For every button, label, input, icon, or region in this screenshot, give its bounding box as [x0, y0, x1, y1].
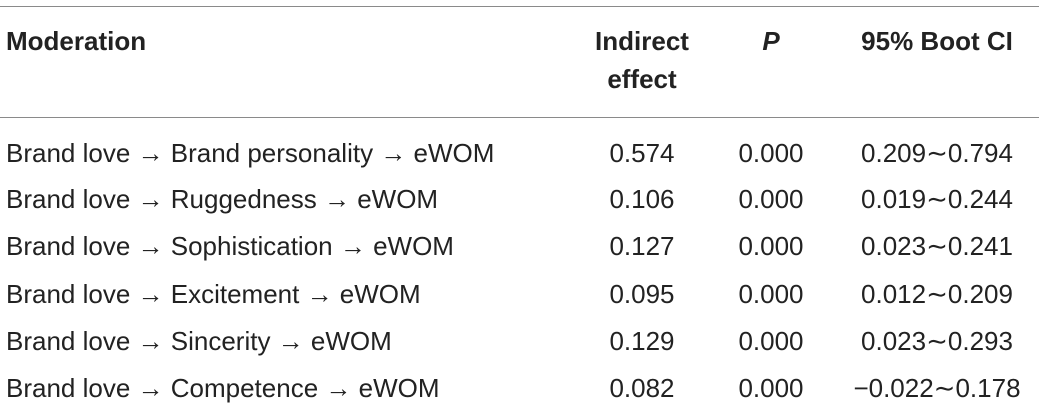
row-ci: 0.019∼0.244	[861, 184, 1013, 214]
header-indirect-effect: Indirect effect	[572, 22, 712, 98]
row-p: 0.000	[738, 373, 804, 403]
header-indirect-line2: effect	[607, 64, 677, 94]
row-moderation: Brand love → Brand personality → eWOM	[6, 138, 495, 168]
row-moderation: Brand love → Competence → eWOM	[6, 373, 440, 403]
header-moderation: Moderation	[6, 26, 147, 56]
header-ci: 95% Boot CI	[861, 26, 1013, 56]
row-indirect: 0.082	[609, 373, 675, 403]
row-moderation: Brand love → Sincerity → eWOM	[6, 326, 392, 356]
row-ci: 0.023∼0.241	[861, 231, 1013, 261]
row-p: 0.000	[738, 326, 804, 356]
row-indirect: 0.127	[609, 231, 675, 261]
row-p: 0.000	[738, 138, 804, 168]
row-moderation: Brand love → Ruggedness → eWOM	[6, 184, 439, 214]
table-top-rule	[0, 6, 1039, 7]
row-ci: 0.209∼0.794	[861, 138, 1013, 168]
row-p: 0.000	[738, 231, 804, 261]
header-indirect-line1: Indirect	[595, 26, 689, 56]
table-header-rule	[0, 117, 1039, 118]
row-indirect: 0.095	[609, 279, 675, 309]
row-p: 0.000	[738, 184, 804, 214]
row-ci: 0.023∼0.293	[861, 326, 1013, 356]
row-indirect: 0.574	[609, 138, 675, 168]
row-ci: −0.022∼0.178	[853, 373, 1021, 403]
row-indirect: 0.106	[609, 184, 675, 214]
row-moderation: Brand love → Sophistication → eWOM	[6, 231, 454, 261]
row-indirect: 0.129	[609, 326, 675, 356]
row-moderation: Brand love → Excitement → eWOM	[6, 279, 421, 309]
header-p: P	[762, 26, 780, 56]
row-p: 0.000	[738, 279, 804, 309]
row-ci: 0.012∼0.209	[861, 279, 1013, 309]
